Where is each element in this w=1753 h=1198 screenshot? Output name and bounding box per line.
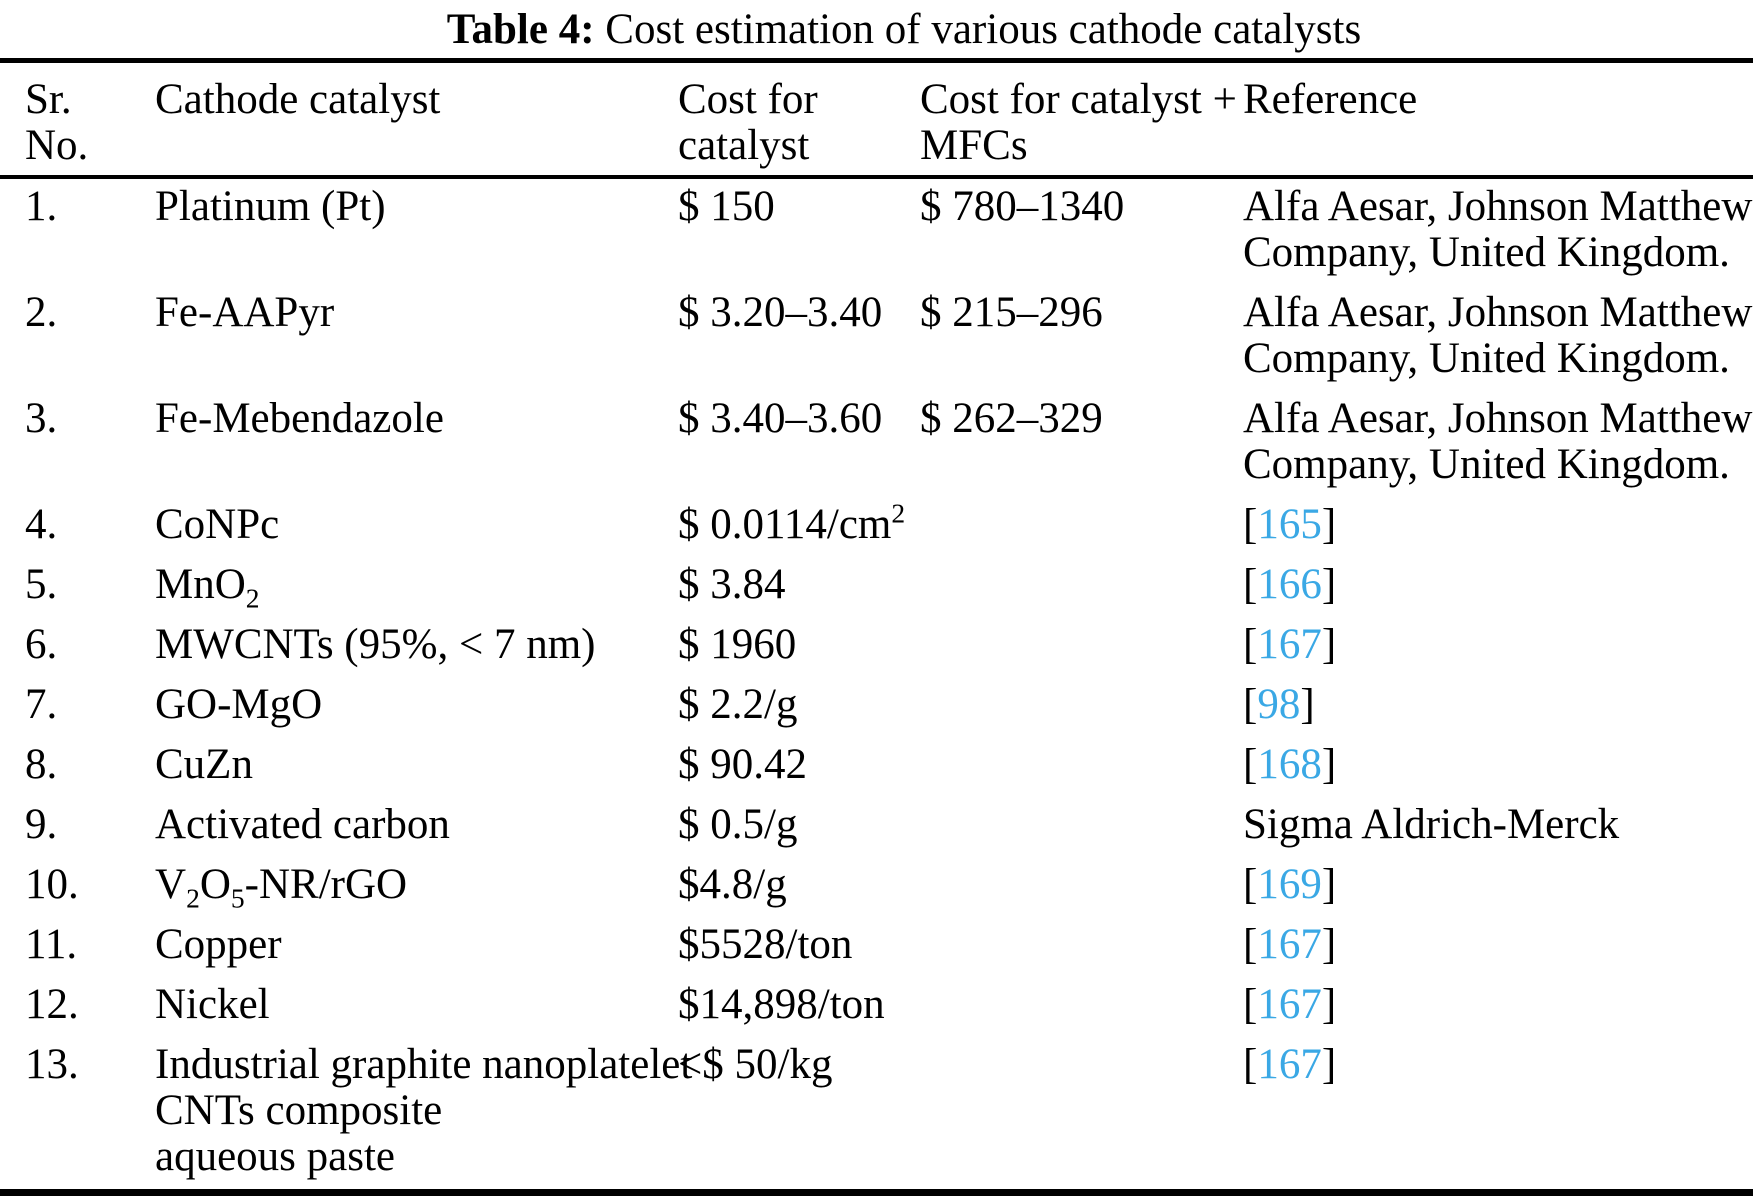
sr-no-cell: 11. bbox=[25, 921, 78, 968]
catalyst-cell: Activated carbon bbox=[155, 801, 450, 848]
catalyst-cell: Fe-Mebendazole bbox=[155, 395, 444, 442]
sr-no-cell: 6. bbox=[25, 621, 58, 668]
sr-no-cell: 13. bbox=[25, 1041, 79, 1088]
catalyst-cell: Copper bbox=[155, 921, 282, 968]
catalyst-cell: MWCNTs (95%, < 7 nm) bbox=[155, 621, 596, 668]
sr-no-cell: 7. bbox=[25, 681, 58, 728]
table-row: 4. CoNPc $ 0.0114/cm2 [165] bbox=[0, 497, 1753, 557]
catalyst-cost-cell: $ 3.40–3.60 bbox=[678, 395, 883, 442]
mfc-cost-cell bbox=[895, 737, 1218, 797]
reference-cell: Alfa Aesar, Johnson Matthew Company, Unit… bbox=[1243, 289, 1753, 382]
table-caption-label: Table 4: bbox=[446, 6, 595, 53]
catalyst-cost-cell: $ 0.0114/cm2 bbox=[678, 497, 906, 548]
table-row: 10. V2O5-NR/rGO $4.8/g [169] bbox=[0, 857, 1753, 917]
catalyst-cell: CuZn bbox=[155, 741, 253, 788]
citation-link[interactable]: 166 bbox=[1257, 561, 1322, 608]
sr-no-cell: 1. bbox=[25, 183, 58, 230]
mfc-cost-cell bbox=[895, 617, 1218, 677]
table-row: 13. Industrial graphite nanoplatelet CNTs… bbox=[0, 1037, 1753, 1193]
catalyst-cost-cell: $14,898/ton bbox=[678, 981, 885, 1028]
reference-cell: [169] bbox=[1243, 861, 1337, 908]
catalyst-cost-cell: $ 3.84 bbox=[678, 561, 786, 608]
reference-cell: [167] bbox=[1243, 981, 1337, 1028]
catalyst-cell: GO-MgO bbox=[155, 681, 323, 728]
citation-link[interactable]: 167 bbox=[1257, 921, 1322, 968]
sr-no-cell: 12. bbox=[25, 981, 79, 1028]
reference-cell: [166] bbox=[1243, 561, 1337, 608]
mfc-cost-cell bbox=[895, 917, 1218, 977]
sr-no-cell: 9. bbox=[25, 801, 58, 848]
mfc-cost-cell bbox=[895, 1037, 1218, 1193]
mfc-cost-cell: $ 780–1340 bbox=[920, 183, 1125, 230]
table-row: 5. MnO2 $ 3.84 [166] bbox=[0, 557, 1753, 617]
reference-cell: [167] bbox=[1243, 621, 1337, 668]
table-row: 2. Fe-AAPyr $ 3.20–3.40 $ 215–296 Alfa A… bbox=[0, 285, 1753, 391]
table-row: 6. MWCNTs (95%, < 7 nm) $ 1960 [167] bbox=[0, 617, 1753, 677]
sr-no-cell: 2. bbox=[25, 289, 58, 336]
table-row: 7. GO-MgO $ 2.2/g [98] bbox=[0, 677, 1753, 737]
catalyst-cell: V2O5-NR/rGO bbox=[155, 861, 408, 914]
reference-cell: [168] bbox=[1243, 741, 1337, 788]
header-cost: Cost for catalyst bbox=[678, 76, 818, 169]
table-row: 1. Platinum (Pt) $ 150 $ 780–1340 Alfa A… bbox=[0, 177, 1753, 285]
reference-cell: [167] bbox=[1243, 1041, 1337, 1088]
header-reference: Reference bbox=[1243, 76, 1418, 123]
table-row: 9. Activated carbon $ 0.5/g Sigma Aldric… bbox=[0, 797, 1753, 857]
catalyst-cell: CoNPc bbox=[155, 501, 280, 548]
sr-no-cell: 10. bbox=[25, 861, 79, 908]
reference-cell: Alfa Aesar, Johnson Matthew Company, Unit… bbox=[1243, 183, 1753, 276]
table-caption: Table 4: Cost estimation of various cath… bbox=[0, 0, 1753, 58]
sr-no-cell: 5. bbox=[25, 561, 58, 608]
table-caption-text: Cost estimation of various cathode catal… bbox=[594, 6, 1362, 53]
catalyst-cost-cell: $4.8/g bbox=[678, 861, 787, 908]
catalyst-cell: Fe-AAPyr bbox=[155, 289, 335, 336]
citation-link[interactable]: 169 bbox=[1257, 861, 1322, 908]
catalyst-cost-cell: $ 0.5/g bbox=[678, 801, 798, 848]
sr-no-cell: 8. bbox=[25, 741, 58, 788]
reference-cell: Alfa Aesar, Johnson Matthew Company, Unit… bbox=[1243, 395, 1753, 488]
citation-link[interactable]: 165 bbox=[1257, 501, 1322, 548]
mfc-cost-cell bbox=[895, 497, 1218, 557]
mfc-cost-cell: $ 215–296 bbox=[920, 289, 1103, 336]
citation-link[interactable]: 167 bbox=[1257, 621, 1322, 668]
mfc-cost-cell bbox=[895, 977, 1218, 1037]
table-row: 8. CuZn $ 90.42 [168] bbox=[0, 737, 1753, 797]
mfc-cost-cell bbox=[895, 857, 1218, 917]
table-row: 3. Fe-Mebendazole $ 3.40–3.60 $ 262–329 … bbox=[0, 391, 1753, 497]
catalyst-cell: Industrial graphite nanoplatelet CNTs com… bbox=[155, 1041, 693, 1180]
catalyst-cost-cell: $ 150 bbox=[678, 183, 775, 230]
table-row: 12. Nickel $14,898/ton [167] bbox=[0, 977, 1753, 1037]
header-sr-no: Sr. No. bbox=[25, 76, 89, 169]
header-catalyst: Cathode catalyst bbox=[155, 76, 441, 123]
citation-link[interactable]: 168 bbox=[1257, 741, 1322, 788]
header-row: Sr. No. Cathode catalyst Cost for cataly… bbox=[0, 61, 1753, 177]
reference-cell: [165] bbox=[1243, 501, 1337, 548]
table-body: 1. Platinum (Pt) $ 150 $ 780–1340 Alfa A… bbox=[0, 177, 1753, 1193]
citation-link[interactable]: 167 bbox=[1257, 981, 1322, 1028]
mfc-cost-cell bbox=[895, 557, 1218, 617]
catalyst-cell: Platinum (Pt) bbox=[155, 183, 386, 230]
catalyst-cost-cell: $ 2.2/g bbox=[678, 681, 798, 728]
mfc-cost-cell bbox=[895, 677, 1218, 737]
mfc-cost-cell: $ 262–329 bbox=[920, 395, 1103, 442]
catalyst-cost-cell: $ 1960 bbox=[678, 621, 797, 668]
catalyst-cost-cell: <$ 50/kg bbox=[678, 1041, 833, 1088]
sr-no-cell: 3. bbox=[25, 395, 58, 442]
reference-cell: Sigma Aldrich-Merck bbox=[1243, 801, 1620, 848]
table-row: 11. Copper $5528/ton [167] bbox=[0, 917, 1753, 977]
header-cost-mfc: Cost for catalyst + MFCs bbox=[920, 76, 1237, 169]
catalyst-cost-cell: $5528/ton bbox=[678, 921, 853, 968]
cathode-catalyst-cost-table: Sr. No. Cathode catalyst Cost for cataly… bbox=[0, 58, 1753, 1196]
catalyst-cell: MnO2 bbox=[155, 561, 260, 614]
catalyst-cost-cell: $ 3.20–3.40 bbox=[678, 289, 883, 336]
catalyst-cost-cell: $ 90.42 bbox=[678, 741, 807, 788]
reference-cell: [98] bbox=[1243, 681, 1315, 728]
reference-cell: [167] bbox=[1243, 921, 1337, 968]
mfc-cost-cell bbox=[895, 797, 1218, 857]
catalyst-cell: Nickel bbox=[155, 981, 270, 1028]
citation-link[interactable]: 167 bbox=[1257, 1041, 1322, 1088]
citation-link[interactable]: 98 bbox=[1257, 681, 1301, 728]
sr-no-cell: 4. bbox=[25, 501, 58, 548]
